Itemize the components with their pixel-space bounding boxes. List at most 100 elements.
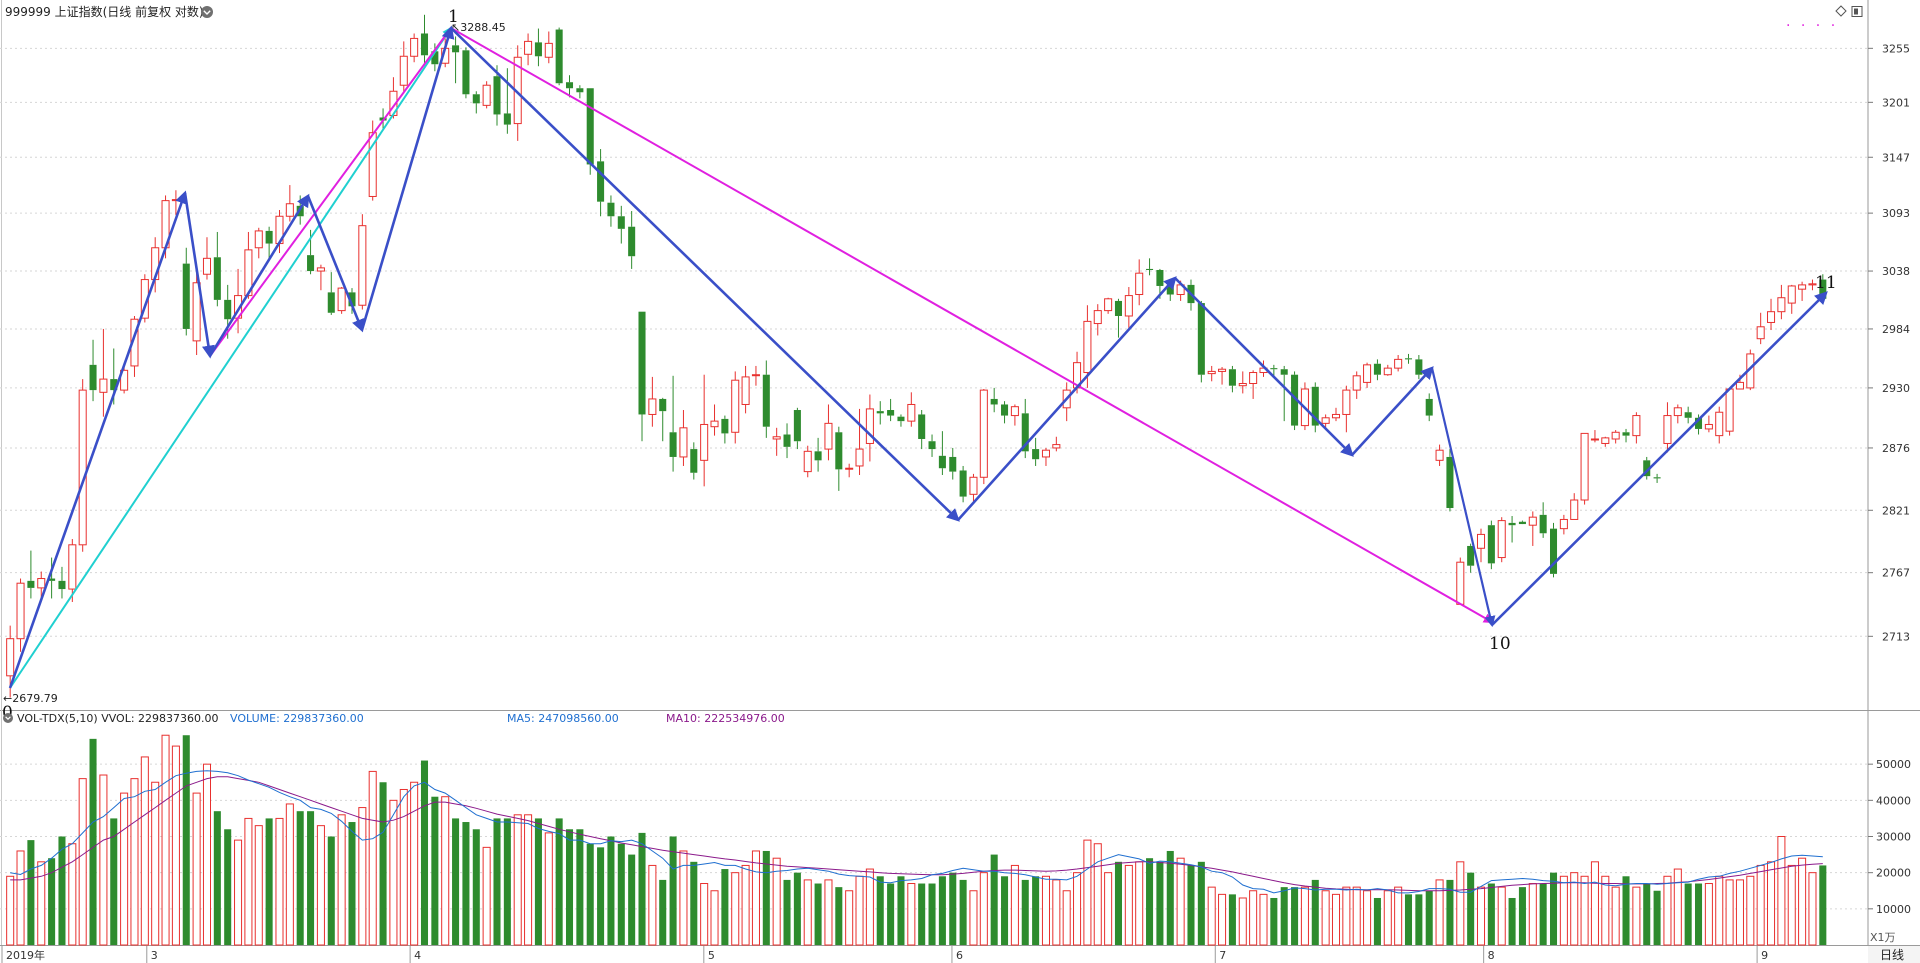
volume-bar-down — [1032, 876, 1040, 945]
candle-body-up — [679, 427, 688, 458]
candle — [1383, 364, 1392, 376]
candle-body-down — [1539, 514, 1547, 534]
candle-body-up — [855, 448, 864, 467]
candle — [1331, 407, 1341, 422]
volume-bar-down — [690, 861, 698, 945]
volume-bar-up — [1632, 886, 1641, 946]
settings-icon[interactable] — [201, 6, 213, 18]
low-marker-label: ←2679.79 — [3, 692, 58, 705]
volume-bar-down — [452, 818, 460, 945]
wave-leg — [1430, 367, 1496, 628]
volume-bar-up — [337, 814, 346, 946]
candle — [979, 389, 988, 485]
candle — [1135, 259, 1144, 306]
candle-body-down — [213, 257, 221, 300]
candle-body-down — [1228, 369, 1236, 386]
volume-bar-up — [731, 872, 740, 946]
volume-bar-up — [140, 756, 149, 946]
candle-body-up — [824, 422, 833, 450]
volume-bar-down — [1653, 890, 1661, 945]
volume-bar-up — [99, 774, 108, 946]
volume-bar-down — [1425, 890, 1433, 945]
volume-bar-down — [897, 876, 905, 945]
volume-bar-up — [161, 734, 170, 946]
candle-body-down — [462, 50, 470, 95]
volume-bar-down — [762, 850, 770, 945]
volume-bar-down — [1622, 876, 1630, 945]
volume-bar-down — [990, 854, 998, 945]
candle-body-up — [285, 203, 294, 217]
candle — [254, 227, 263, 259]
volume-bar-up — [1238, 897, 1247, 946]
candle-body-down — [534, 42, 542, 57]
candle-body-up — [1041, 449, 1050, 458]
candle — [327, 272, 335, 315]
volume-bar-up — [1497, 886, 1506, 946]
wave-leg — [208, 193, 310, 357]
candle — [1704, 415, 1713, 433]
volume-bar-up — [1777, 836, 1786, 946]
candle — [358, 214, 367, 310]
volume-bar-up — [171, 745, 180, 946]
volume-bar-down — [617, 843, 625, 945]
volume-settings-icon[interactable] — [3, 713, 13, 723]
candle-body-up — [1798, 284, 1807, 290]
candle-body-up — [1476, 533, 1486, 549]
candle-body-down — [1487, 525, 1495, 564]
candle-body-down — [472, 94, 480, 104]
price-tick-label: 2767 — [1882, 567, 1910, 580]
volume-bar-down — [110, 818, 118, 945]
volume-bar-up — [358, 807, 367, 946]
cyan-wave-line — [9, 26, 453, 689]
candle — [1725, 387, 1734, 436]
candle-body-down — [224, 299, 232, 320]
volume-bar-down — [534, 818, 542, 945]
candle-body-up — [1363, 364, 1372, 383]
candle-body-up — [202, 257, 212, 275]
volume-bar-up — [1363, 890, 1372, 946]
candle — [876, 401, 884, 425]
period-button-bg[interactable] — [1868, 946, 1920, 963]
volume-bar-up — [1570, 872, 1579, 946]
period-button[interactable]: 日线 — [1880, 948, 1904, 962]
volume-bar-up — [68, 843, 77, 946]
candle-body-up — [1725, 388, 1734, 432]
volume-bar-up — [1704, 883, 1713, 946]
volume-bar-up — [544, 832, 553, 946]
volume-bar-up — [244, 817, 253, 946]
candle-body-down — [814, 451, 822, 461]
candle — [1539, 502, 1547, 538]
wave-leg — [1351, 366, 1434, 456]
candle-body-up — [1010, 406, 1019, 417]
candle-body-down — [493, 76, 501, 115]
wave-leg — [957, 276, 1177, 521]
diamond-icon[interactable] — [1835, 5, 1847, 17]
volume-bar-down — [1280, 887, 1288, 945]
volume-bar-up — [1073, 872, 1082, 946]
candle-body-up — [316, 267, 325, 272]
wave-lines — [8, 25, 1828, 689]
panel-toggle-icon[interactable] — [1851, 6, 1863, 17]
candle-body-down — [1404, 358, 1413, 360]
candle — [1756, 312, 1765, 345]
candle-body-down — [1467, 545, 1475, 566]
volume-tick-label: 30000 — [1876, 831, 1911, 844]
candle — [1249, 370, 1258, 399]
candle — [897, 414, 905, 427]
candle-body-up — [1767, 311, 1776, 323]
volume-bar-up — [1528, 883, 1537, 946]
candle — [938, 431, 946, 476]
candle — [1476, 528, 1486, 563]
volume-bar-down — [1311, 879, 1319, 945]
candle — [597, 149, 605, 217]
candle — [337, 287, 346, 314]
candle — [751, 365, 760, 386]
volume-bar-up — [234, 839, 243, 946]
month-label: 5 — [708, 949, 715, 962]
candle — [1342, 385, 1351, 433]
candle-body-up — [1808, 283, 1817, 286]
candle-body-down — [1032, 449, 1040, 460]
candle-body-down — [89, 364, 97, 391]
